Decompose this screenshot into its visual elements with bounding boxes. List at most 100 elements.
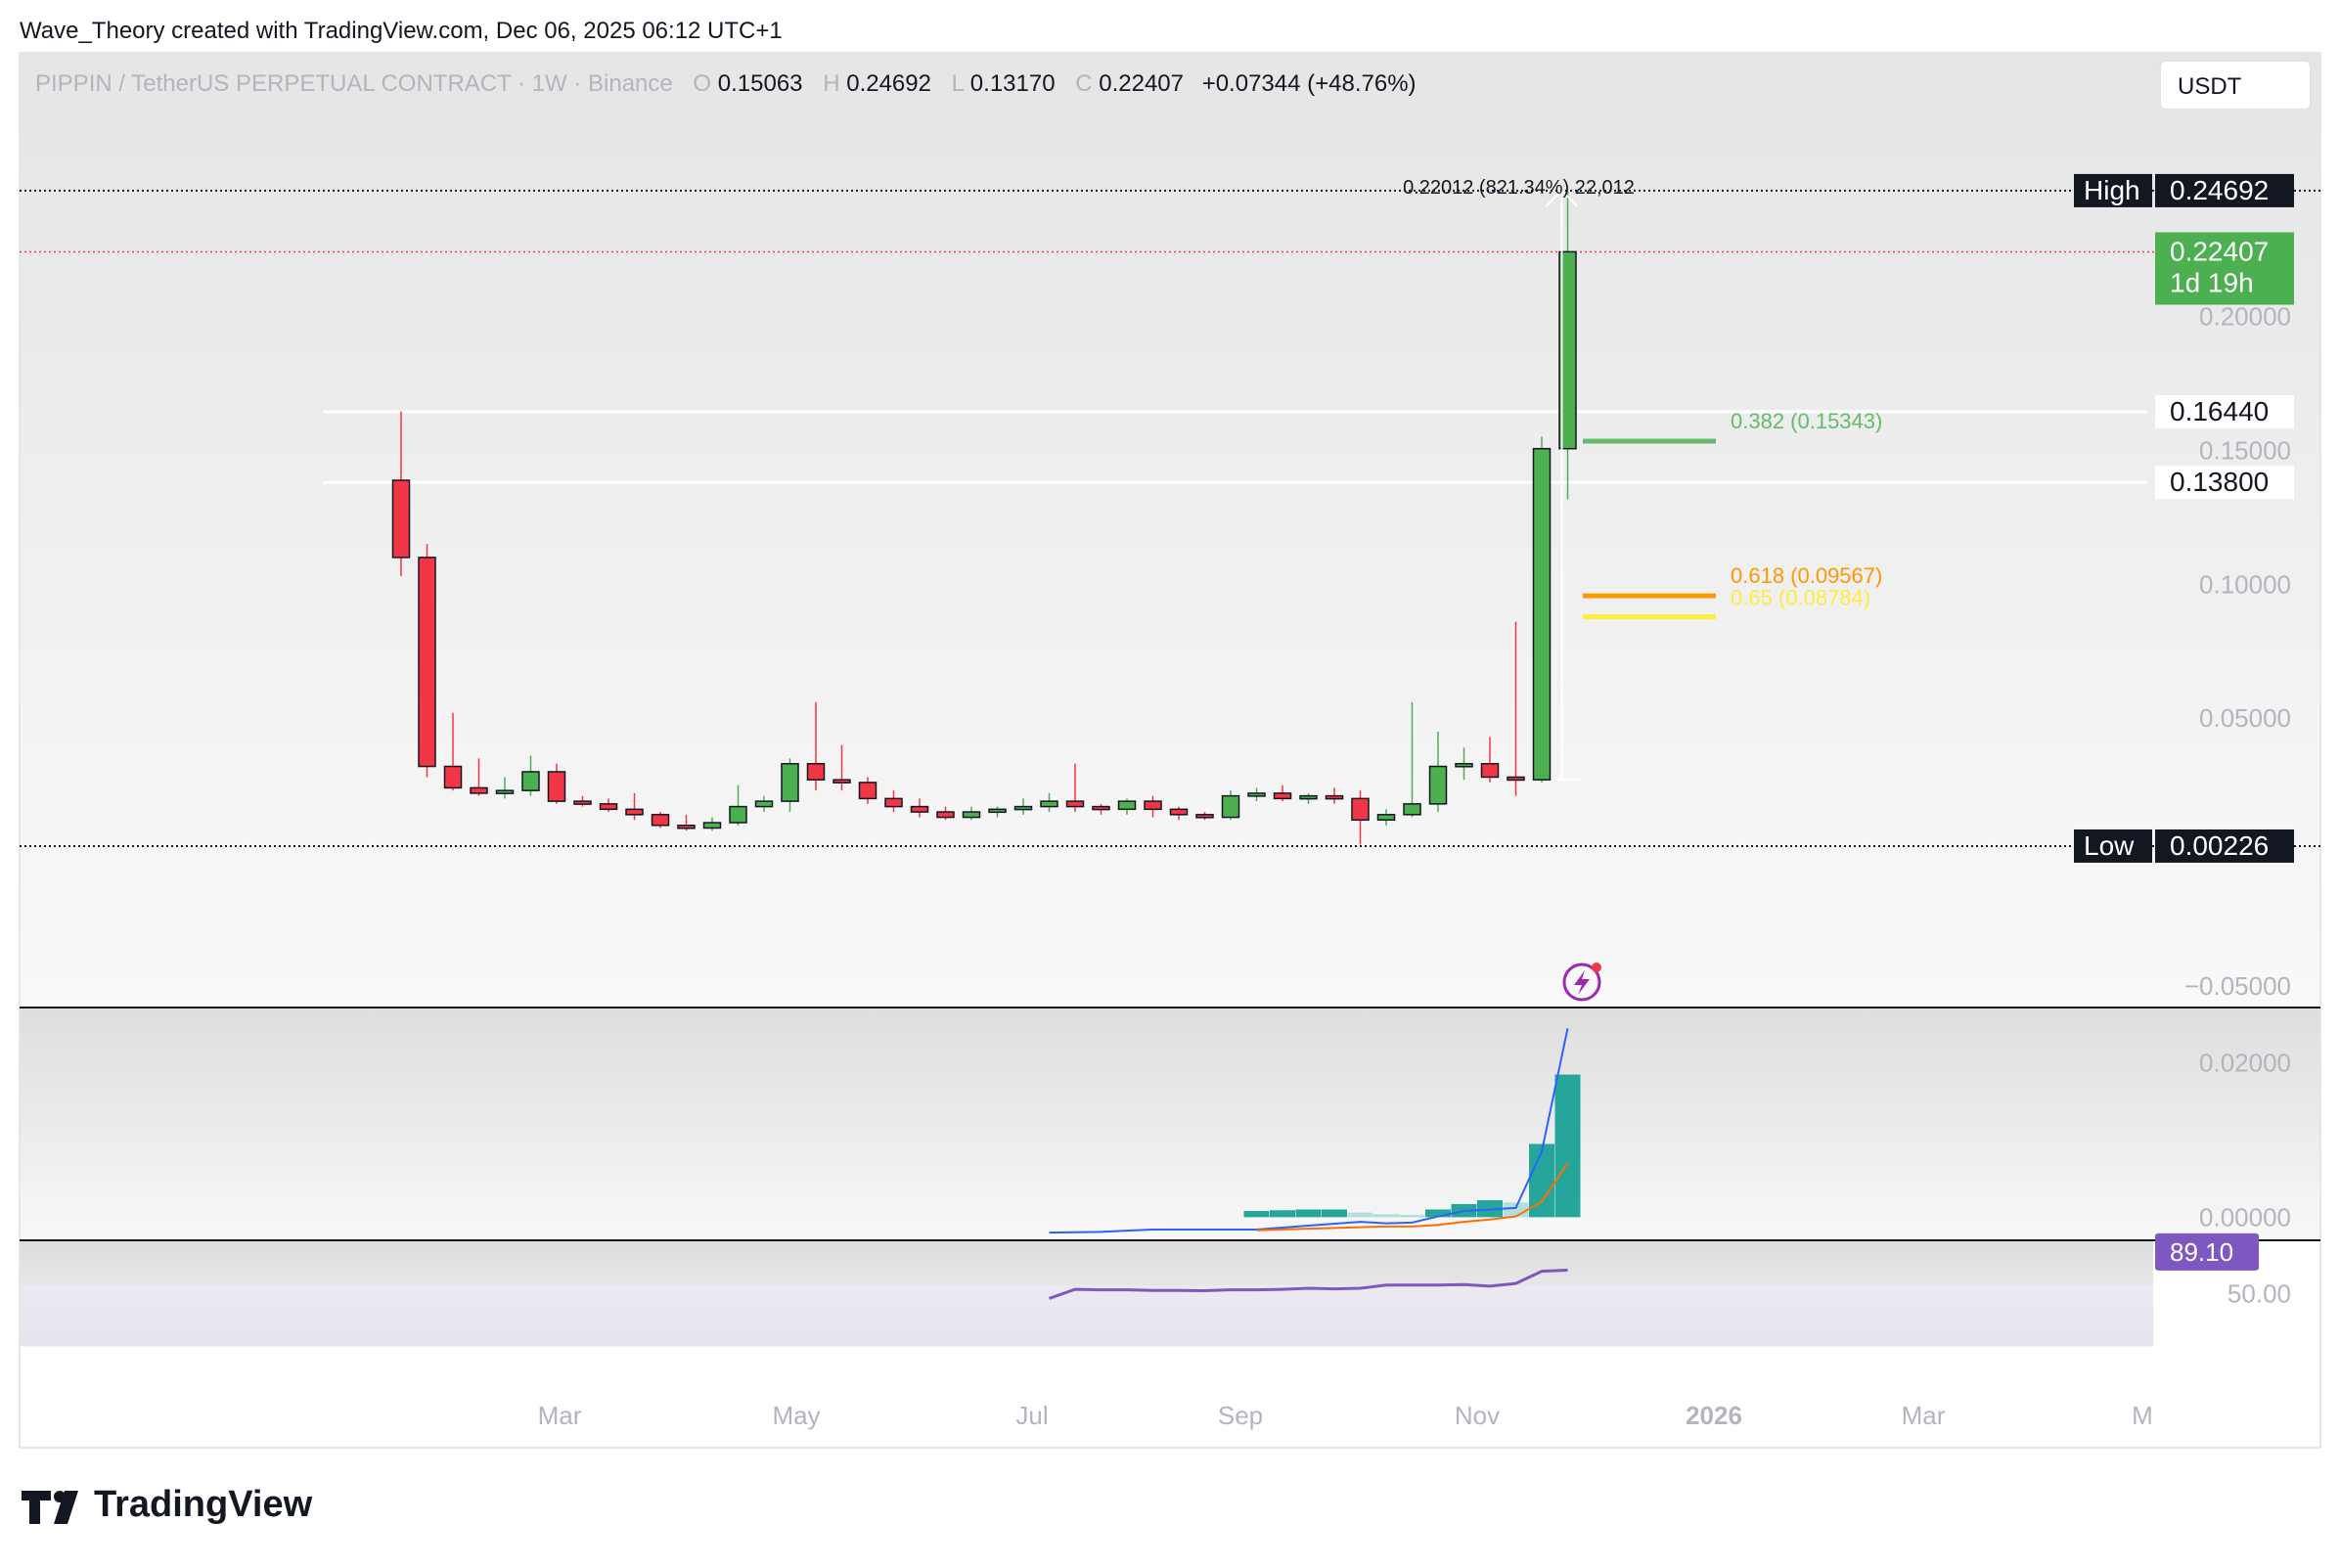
- macd-pane[interactable]: [21, 1008, 2319, 1240]
- low-price-label: 0.00226: [2170, 830, 2269, 861]
- change-value: +0.07344 (+48.76%): [1202, 70, 1417, 97]
- candle-body: [1273, 792, 1292, 800]
- macd-histogram-bar: [1295, 1209, 1322, 1218]
- candle-body: [962, 811, 981, 819]
- measure-arrow-head: [1545, 189, 1579, 207]
- tradingview-logo-icon: [22, 1491, 78, 1524]
- high-tag-box: [2074, 173, 2152, 207]
- level-b-price-label: 0.13800: [2170, 467, 2269, 497]
- rsi-band: [21, 1285, 2153, 1346]
- candle-body: [1299, 794, 1318, 800]
- candle-body: [1507, 776, 1525, 782]
- candle-body: [1144, 800, 1162, 811]
- high-tag-label: High: [2084, 175, 2140, 205]
- level-b-price-label-box: [2155, 466, 2294, 500]
- high-price-label-box: [2155, 173, 2294, 207]
- macd-histogram-bar: [1322, 1209, 1347, 1218]
- rsi-axis-tick-label: 50.00: [2228, 1279, 2291, 1309]
- time-axis-tick-label: M: [2132, 1401, 2153, 1430]
- rsi-value-label: 89.10: [2170, 1237, 2233, 1267]
- time-axis-tick-label: Nov: [1455, 1401, 1500, 1430]
- last-price-label: 0.22407: [2170, 236, 2269, 266]
- candle-body: [1092, 805, 1110, 811]
- candle-body: [1169, 808, 1189, 816]
- level-a-price-label-box: [2155, 394, 2294, 428]
- fib-level-label: 0.382 (0.15343): [1731, 409, 1882, 433]
- candle-body: [573, 800, 592, 805]
- candle-body: [1480, 763, 1500, 779]
- candle-body: [1040, 800, 1058, 808]
- rsi-line: [1049, 1269, 1568, 1300]
- main-pane[interactable]: [21, 54, 2319, 1008]
- tradingview-logo-text: TradingView: [94, 1484, 313, 1525]
- candle-body: [1351, 797, 1370, 822]
- price-axis-tick-label: 0.10000: [2199, 569, 2291, 599]
- fib-levels: 0.382 (0.15343) 0.618 (0.09567)0.65 (0.08…: [1583, 409, 1882, 620]
- macd-axis-tick-label: 0.02000: [2199, 1049, 2291, 1078]
- macd-histogram-bar: [1373, 1214, 1399, 1218]
- candle-body: [443, 765, 463, 789]
- candle-body: [781, 763, 799, 802]
- open-value: 0.15063: [718, 70, 803, 97]
- candle-body: [884, 797, 903, 808]
- macd-histogram-bar: [1529, 1143, 1554, 1218]
- candle-body: [625, 808, 644, 816]
- candle-body: [391, 479, 411, 559]
- low-tag-box: [2074, 829, 2152, 863]
- currency-label: USDT: [2178, 73, 2242, 100]
- price-axis-tick-label: −0.05000: [2184, 971, 2291, 1001]
- candle-body: [910, 805, 929, 813]
- candle-body: [1376, 814, 1396, 822]
- fib-level-label: 0.65 (0.08784): [1731, 586, 1870, 610]
- low-tag-label: Low: [2084, 830, 2135, 861]
- candle-body: [651, 814, 670, 827]
- low-value: 0.13170: [970, 70, 1056, 97]
- time-axis-tick-label: Jul: [1015, 1401, 1048, 1430]
- candle-body: [1403, 803, 1421, 816]
- rsi-indicator: [1049, 1269, 1568, 1300]
- attribution-text: Wave_Theory created with TradingView.com…: [20, 18, 783, 44]
- high-price-label: 0.24692: [2170, 175, 2269, 205]
- candles: [391, 190, 1577, 844]
- candle-body: [858, 782, 878, 800]
- time-axis-tick-label: Sep: [1218, 1401, 1263, 1430]
- candle-body: [677, 825, 696, 829]
- macd-histogram-bar: [1503, 1202, 1529, 1218]
- currency-button[interactable]: USDT: [2159, 60, 2312, 111]
- time-axis-tick-label: Mar: [1902, 1401, 1946, 1430]
- candle-body: [1013, 805, 1033, 811]
- time-axis-tick-label: May: [772, 1401, 820, 1430]
- open-label: O: [693, 70, 711, 97]
- candle-body: [1428, 765, 1448, 805]
- level-a-price-label: 0.16440: [2170, 396, 2269, 426]
- candle-body: [1117, 800, 1137, 811]
- candle-body: [702, 822, 722, 829]
- measure-label: 0.22012 (821.34%) 22,012: [1403, 177, 1635, 199]
- candle-body: [599, 803, 618, 811]
- macd-histogram-bar: [1554, 1074, 1581, 1218]
- high-label: H: [823, 70, 839, 97]
- candle-body: [521, 771, 540, 791]
- price-axis-tick-label: 0.15000: [2199, 435, 2291, 465]
- measure-tool: 0.22012 (821.34%) 22,012: [1403, 177, 1635, 782]
- symbol-title: PIPPIN / TetherUS PERPETUAL CONTRACT · 1…: [35, 70, 673, 97]
- legend-line: PIPPIN / TetherUS PERPETUAL CONTRACT · 1…: [35, 70, 1417, 97]
- time-axis-tick-label: Mar: [538, 1401, 582, 1430]
- rsi-value-box: [2155, 1232, 2259, 1271]
- candle-body: [1065, 800, 1085, 808]
- alert-bolt-icon[interactable]: [1562, 963, 1601, 1002]
- fib-level-label: 0.618 (0.09567): [1731, 563, 1882, 588]
- macd-histogram-bar: [1425, 1209, 1451, 1218]
- macd-histogram-bar: [1399, 1214, 1425, 1218]
- candle-body: [988, 808, 1007, 814]
- macd-line: [1049, 1028, 1569, 1234]
- low-label: L: [952, 70, 965, 97]
- candle-body: [418, 557, 436, 768]
- candle-body: [936, 811, 955, 819]
- candle-body: [729, 805, 747, 824]
- price-axis-tick-label: 0.20000: [2199, 301, 2291, 331]
- candle-body: [1195, 814, 1214, 819]
- price-axis-tick-label: 0.05000: [2199, 703, 2291, 733]
